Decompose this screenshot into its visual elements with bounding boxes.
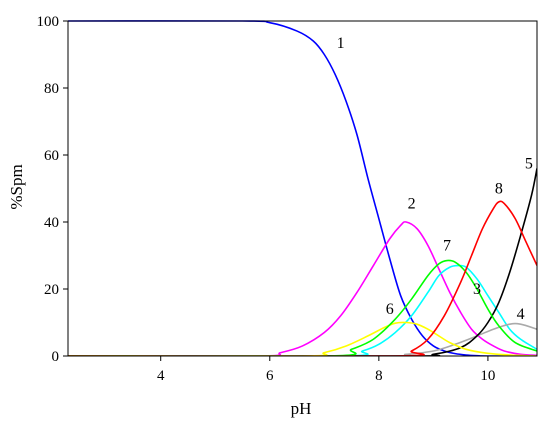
y-axis-title: %Spm (7, 164, 26, 209)
y-tick-label: 80 (44, 81, 59, 97)
series-label: 7 (443, 237, 451, 254)
series-label: 4 (517, 306, 525, 323)
y-tick-label: 100 (37, 14, 60, 30)
series-label: 5 (525, 155, 533, 172)
y-tick-label: 60 (44, 148, 59, 164)
y-tick-label: 40 (44, 215, 59, 231)
series-label: 3 (473, 281, 481, 298)
x-axis-title: pH (291, 399, 312, 418)
series-label: 8 (495, 181, 503, 198)
series-label: 6 (386, 301, 394, 318)
series-8-line (68, 200, 537, 356)
series-labels: 1 2 3 4 5 6 7 8 (337, 35, 533, 323)
series-6-line (68, 321, 537, 356)
series-label: 1 (337, 35, 345, 52)
series-5-line (68, 168, 537, 356)
series-2-line (68, 221, 537, 356)
plot-lines (68, 20, 537, 356)
y-tick-label: 0 (52, 349, 60, 365)
x-tick-label: 10 (480, 368, 495, 384)
series-label: 2 (408, 196, 416, 213)
series-7-line (68, 259, 537, 356)
series-4-line (68, 322, 537, 356)
plot-frame (67, 20, 538, 357)
y-tick-label: 20 (44, 282, 59, 298)
x-tick-label: 6 (266, 368, 274, 384)
series-1-line (68, 20, 537, 356)
series-3-line (68, 264, 537, 356)
x-tick-label: 8 (375, 368, 383, 384)
x-tick-label: 4 (157, 368, 165, 384)
